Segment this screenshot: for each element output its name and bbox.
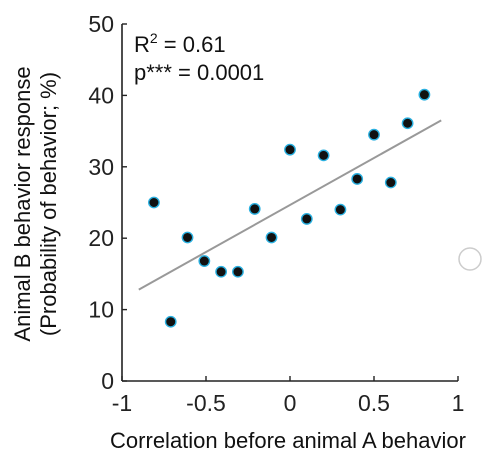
data-point [351, 173, 364, 185]
y-axis-label-line-1: Animal B behavior response [10, 66, 35, 341]
regression-line [138, 119, 442, 291]
data-point [384, 176, 397, 189]
r2-annotation: R2 = 0.61 [134, 30, 226, 57]
y-tick-label: 40 [88, 82, 114, 108]
y-axis-label-line-2: (Probability of behavior; %) [36, 72, 61, 336]
data-point [300, 213, 313, 225]
y-tick-label: 30 [88, 154, 114, 180]
data-point [334, 203, 347, 216]
data-point [265, 231, 278, 244]
p-value-annotation: p*** = 0.0001 [134, 60, 264, 85]
labels-group: 0 10 20 30 40 50 -1 -0.5 0 0.5 1 Correlation before… [10, 11, 466, 453]
data-point [248, 203, 261, 215]
data-point [317, 149, 330, 162]
x-tick-label: 0 [284, 390, 297, 416]
data-point [401, 117, 414, 130]
x-tick-label: 0.5 [358, 390, 390, 416]
x-tick-label: 1 [452, 390, 465, 416]
fit-line-group [138, 119, 442, 291]
y-tick-label: 10 [88, 297, 114, 323]
data-point [164, 315, 177, 328]
data-point [418, 88, 431, 101]
points-group [148, 88, 431, 328]
y-tick-label: 50 [88, 11, 114, 37]
x-tick-label: -1 [112, 390, 132, 416]
data-point [198, 255, 211, 267]
y-tick-label: 20 [88, 225, 114, 251]
y-axis-label: Animal B behavior response (Probability o… [10, 66, 61, 341]
data-point [148, 196, 160, 209]
axes [121, 23, 459, 382]
data-point [232, 265, 244, 278]
data-point [368, 128, 380, 141]
x-axis-label: Correlation before animal A behavior [110, 428, 466, 453]
x-tick-label: -0.5 [186, 390, 226, 416]
data-point [181, 231, 194, 244]
radio-indicator[interactable] [458, 247, 482, 271]
data-point [284, 143, 296, 156]
y-tick-label: 0 [101, 368, 114, 394]
data-point [215, 265, 228, 278]
